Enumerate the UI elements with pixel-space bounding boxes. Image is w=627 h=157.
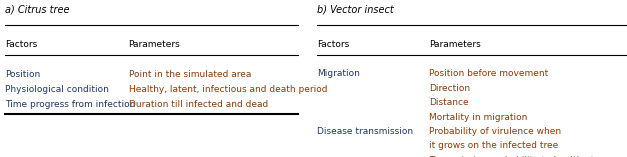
Text: Parameters: Parameters — [429, 40, 482, 49]
Text: a) Citrus tree: a) Citrus tree — [5, 5, 70, 15]
Text: it grows on the infected tree: it grows on the infected tree — [429, 141, 559, 150]
Text: Distance: Distance — [429, 98, 469, 107]
Text: Time progress from infection: Time progress from infection — [5, 100, 135, 109]
Text: Position before movement: Position before movement — [429, 69, 549, 78]
Text: Transmission probability to healthy tree: Transmission probability to healthy tree — [429, 156, 609, 157]
Text: Physiological condition: Physiological condition — [5, 85, 109, 94]
Text: Factors: Factors — [5, 40, 37, 49]
Text: Disease transmission: Disease transmission — [317, 127, 413, 136]
Text: Point in the simulated area: Point in the simulated area — [129, 70, 251, 79]
Text: Factors: Factors — [317, 40, 349, 49]
Text: b) Vector insect: b) Vector insect — [317, 5, 393, 15]
Text: Parameters: Parameters — [129, 40, 181, 49]
Text: Probability of virulence when: Probability of virulence when — [429, 127, 562, 136]
Text: Position: Position — [5, 70, 40, 79]
Text: Duration till infected and dead: Duration till infected and dead — [129, 100, 268, 109]
Text: Healthy, latent, infectious and death period: Healthy, latent, infectious and death pe… — [129, 85, 327, 94]
Text: Mortality in migration: Mortality in migration — [429, 113, 528, 122]
Text: Direction: Direction — [429, 84, 471, 93]
Text: Migration: Migration — [317, 69, 359, 78]
